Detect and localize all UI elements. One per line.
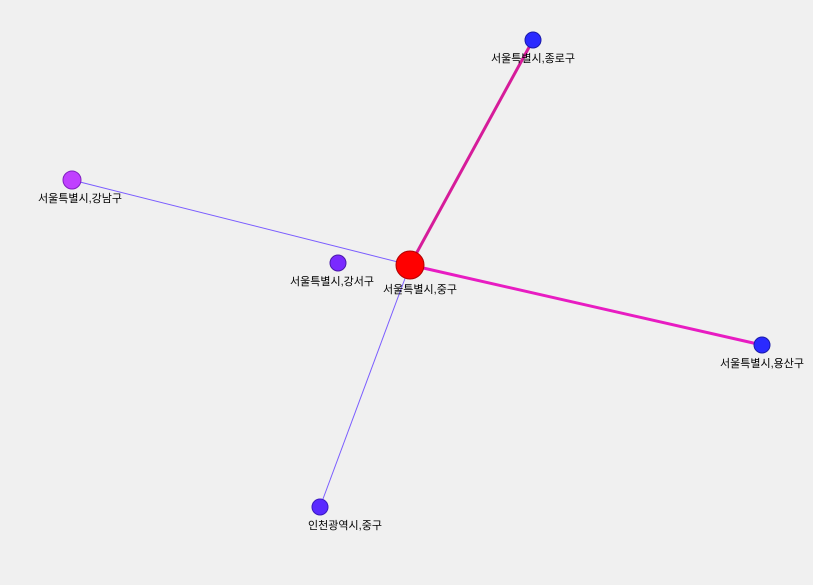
node-gangseo[interactable] — [330, 255, 346, 271]
node-incheon_junggu[interactable] — [312, 499, 328, 515]
node-label-yongsan: 서울특별시,용산구 — [720, 357, 804, 370]
edge-junggu-gangnam — [72, 180, 410, 265]
node-yongsan[interactable] — [754, 337, 770, 353]
edge-junggu-incheon_junggu — [320, 265, 410, 507]
node-label-gangseo: 서울특별시,강서구 — [290, 275, 374, 288]
edge-junggu-yongsan — [410, 265, 762, 345]
node-label-jongno: 서울특별시,종로구 — [491, 52, 575, 65]
node-gangnam[interactable] — [63, 171, 81, 189]
node-label-junggu: 서울특별시,중구 — [383, 283, 457, 296]
nodes-layer: 서울특별시,중구 서울특별시,종로구서울특별시,용산구 서울특별시,강서구 서울특별시… — [38, 32, 804, 532]
node-label-gangnam: 서울특별시,강남구 — [38, 192, 122, 205]
node-junggu[interactable] — [396, 251, 424, 279]
edge-junggu-jongno — [410, 40, 533, 265]
network-graph: 서울특별시,중구 서울특별시,종로구서울특별시,용산구 서울특별시,강서구 서울특별시… — [0, 0, 813, 585]
node-jongno[interactable] — [525, 32, 541, 48]
node-label-incheon_junggu: 인천광역시,중구 — [308, 518, 382, 532]
